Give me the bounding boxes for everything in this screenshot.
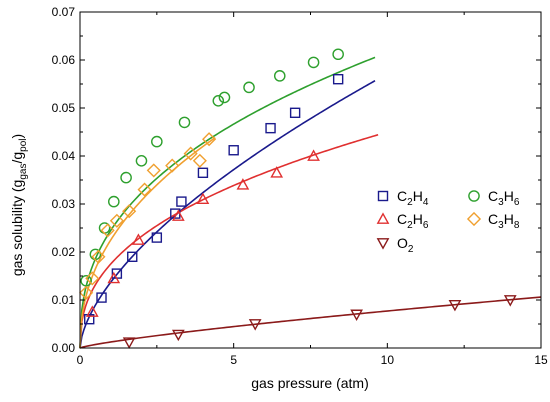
data-point	[120, 171, 132, 184]
data-point	[151, 135, 163, 148]
data-point	[146, 163, 161, 178]
fit-line	[79, 296, 542, 349]
data-point	[248, 319, 262, 331]
y-tick-label: 0.03	[52, 197, 76, 211]
data-point	[270, 166, 284, 178]
data-point	[109, 213, 124, 228]
data-point	[212, 95, 225, 107]
fit-line	[79, 80, 376, 349]
y-tick-label: 0.00	[52, 341, 76, 355]
data-point	[178, 116, 191, 129]
fit-line	[79, 136, 216, 349]
data-point	[192, 153, 207, 168]
data-points	[79, 48, 517, 349]
data-point	[466, 211, 482, 227]
data-point	[376, 238, 390, 250]
data-point	[243, 81, 255, 94]
data-point	[135, 154, 148, 167]
data-point	[85, 271, 100, 286]
data-point	[273, 70, 286, 82]
legend-label: C2H4	[397, 188, 429, 208]
data-point	[84, 314, 95, 325]
data-point	[236, 178, 250, 190]
data-point	[108, 195, 120, 208]
data-point	[468, 190, 480, 202]
x-tick-label: 15	[534, 353, 548, 367]
y-tick-label: 0.07	[52, 5, 76, 19]
data-point	[183, 146, 198, 161]
data-point	[79, 285, 94, 300]
data-point	[176, 196, 187, 207]
legend: C2H4 C2H6 O2 C3H6 C3H8	[376, 188, 520, 255]
plot-frame	[79, 11, 542, 349]
data-point	[132, 233, 145, 245]
data-point	[228, 145, 239, 156]
data-point	[377, 190, 389, 202]
data-point	[122, 204, 137, 219]
data-point	[265, 122, 276, 134]
data-point	[96, 292, 107, 303]
y-tick-label: 0.05	[52, 101, 76, 115]
axis-ticks: 0 5 10 15 0.00 0.01 0.02 0.03 0.04 0.05 0.06 0.07	[52, 5, 548, 367]
data-point	[171, 209, 185, 221]
fit-line	[79, 134, 379, 349]
y-tick-label: 0.04	[52, 149, 76, 163]
fit-curves	[79, 56, 542, 349]
data-point	[151, 232, 163, 243]
data-point	[137, 182, 152, 197]
x-axis-label: gas pressure (atm)	[251, 375, 368, 391]
data-point	[448, 299, 462, 312]
x-tick-label: 10	[381, 353, 395, 367]
data-point	[503, 295, 517, 307]
data-point	[122, 337, 136, 349]
data-point	[350, 309, 363, 322]
data-point	[107, 271, 121, 284]
data-point	[307, 149, 320, 161]
y-axis-label: gas solubility (ggas/gpol)	[9, 134, 29, 276]
data-point	[289, 107, 301, 119]
data-point	[197, 167, 209, 179]
legend-label: O2	[397, 235, 414, 255]
data-point	[376, 212, 390, 224]
x-tick-label: 5	[230, 353, 237, 367]
legend-label: C3H8	[488, 211, 520, 231]
data-point	[332, 73, 344, 85]
data-point	[218, 91, 231, 104]
data-point	[165, 158, 180, 173]
data-point	[332, 48, 344, 61]
data-point	[91, 249, 106, 264]
data-point	[202, 132, 217, 147]
legend-label: C3H6	[488, 188, 520, 208]
data-point	[100, 223, 115, 238]
legend-label: C2H6	[397, 211, 429, 231]
data-point	[196, 192, 210, 205]
y-tick-label: 0.02	[52, 245, 76, 259]
data-point	[171, 329, 185, 342]
data-point	[307, 56, 320, 69]
data-point	[127, 251, 138, 263]
y-tick-label: 0.01	[52, 293, 76, 307]
x-tick-label: 0	[77, 353, 84, 367]
y-tick-label: 0.06	[52, 53, 76, 67]
data-point	[85, 305, 99, 317]
